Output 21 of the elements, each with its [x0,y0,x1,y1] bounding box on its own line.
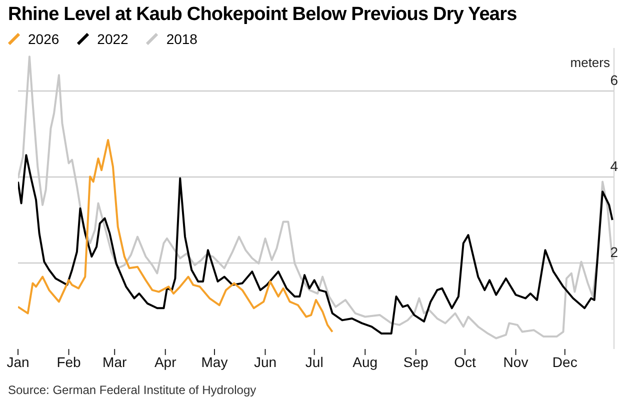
y-axis-title: meters [570,55,610,70]
x-tick-label: May [201,354,228,370]
legend-label: 2018 [166,31,198,47]
source-note: Source: German Federal Institute of Hydrology [8,383,256,397]
x-tick-label: Sep [403,354,429,370]
x-tick-label: Feb [56,354,82,370]
x-tick-label: Jan [6,354,30,370]
x-tick-label: Aug [352,354,378,370]
x-tick-label: Oct [454,354,476,370]
y-tick-label: 4 [610,158,618,174]
legend-label: 2022 [97,31,128,47]
x-tick-label: Dec [552,354,578,370]
legend-label: 2026 [28,31,60,47]
x-tick-label: Mar [102,354,127,370]
x-tick-label: Nov [503,354,528,370]
chart-title: Rhine Level at Kaub Chokepoint Below Previous Dry Years [8,4,517,26]
y-tick-label: 2 [610,244,618,260]
x-tick-label: Apr [154,354,177,370]
y-tick-label: 6 [610,72,618,88]
x-tick-label: Jul [305,354,324,370]
x-tick-label: Jun [254,354,277,370]
